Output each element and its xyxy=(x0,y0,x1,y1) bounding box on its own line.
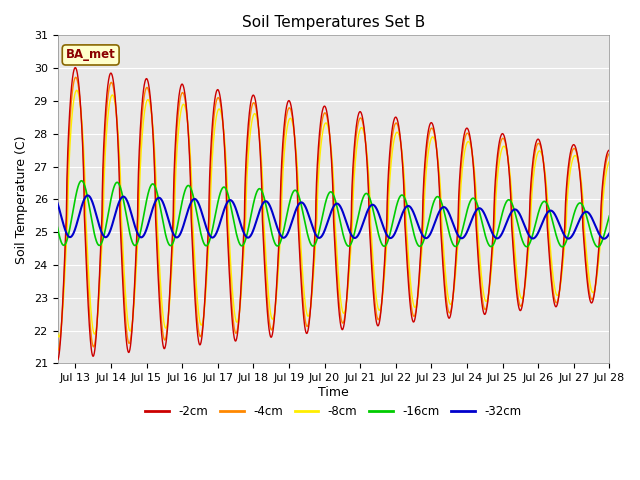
Text: BA_met: BA_met xyxy=(66,48,116,61)
Title: Soil Temperatures Set B: Soil Temperatures Set B xyxy=(242,15,425,30)
Y-axis label: Soil Temperature (C): Soil Temperature (C) xyxy=(15,135,28,264)
X-axis label: Time: Time xyxy=(318,386,349,399)
Legend: -2cm, -4cm, -8cm, -16cm, -32cm: -2cm, -4cm, -8cm, -16cm, -32cm xyxy=(141,401,526,423)
